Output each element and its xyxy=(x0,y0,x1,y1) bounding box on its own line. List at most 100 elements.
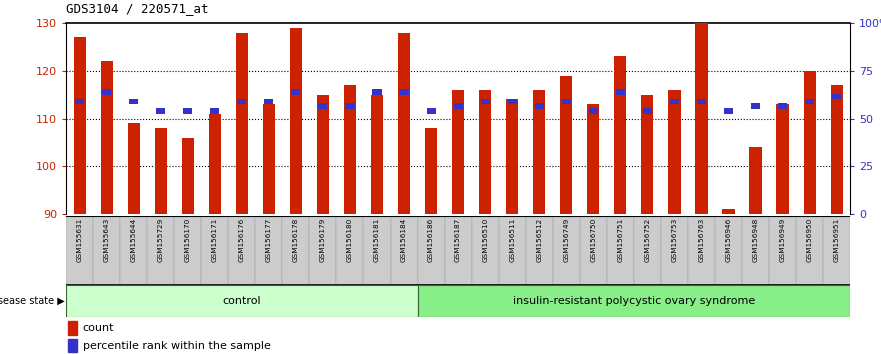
Bar xyxy=(237,98,247,104)
Bar xyxy=(255,216,283,285)
Text: GSM155644: GSM155644 xyxy=(130,218,137,262)
Bar xyxy=(155,128,167,214)
Text: GSM156186: GSM156186 xyxy=(428,218,434,262)
Bar xyxy=(292,89,300,95)
Bar xyxy=(68,321,77,335)
Bar xyxy=(588,104,599,214)
Bar xyxy=(805,98,814,104)
Text: GSM156752: GSM156752 xyxy=(644,218,650,262)
Text: GSM156171: GSM156171 xyxy=(211,218,218,262)
Bar xyxy=(364,216,390,285)
Bar xyxy=(201,216,228,285)
Bar xyxy=(236,33,248,214)
Bar xyxy=(66,285,418,317)
Bar xyxy=(398,33,411,214)
Text: GSM156179: GSM156179 xyxy=(320,218,326,262)
Bar xyxy=(390,216,418,285)
Bar xyxy=(641,95,654,214)
Bar xyxy=(102,89,111,95)
Bar xyxy=(633,216,661,285)
Text: count: count xyxy=(83,323,115,333)
Bar xyxy=(831,85,843,214)
Bar xyxy=(128,123,140,214)
Bar xyxy=(399,89,409,95)
Bar xyxy=(670,98,679,104)
Text: disease state ▶: disease state ▶ xyxy=(0,296,65,306)
Bar xyxy=(526,216,552,285)
Bar xyxy=(697,98,706,104)
Bar xyxy=(742,216,769,285)
Bar xyxy=(337,216,364,285)
Bar xyxy=(776,104,788,214)
Bar xyxy=(75,98,85,104)
Bar xyxy=(507,98,517,104)
Bar xyxy=(68,339,77,352)
Text: control: control xyxy=(223,296,261,306)
Bar xyxy=(174,216,201,285)
Text: GSM156949: GSM156949 xyxy=(780,218,786,262)
Text: GSM156751: GSM156751 xyxy=(618,218,624,262)
Bar xyxy=(750,147,761,214)
Bar xyxy=(290,28,302,214)
Text: GSM156176: GSM156176 xyxy=(239,218,245,262)
Bar xyxy=(66,216,93,285)
Text: GSM156950: GSM156950 xyxy=(807,218,812,262)
Bar xyxy=(73,37,85,214)
Bar xyxy=(533,90,545,214)
Bar xyxy=(100,61,113,214)
Bar xyxy=(418,285,850,317)
Text: insulin-resistant polycystic ovary syndrome: insulin-resistant polycystic ovary syndr… xyxy=(513,296,755,306)
Bar xyxy=(562,98,571,104)
Bar xyxy=(803,71,816,214)
Text: GSM156948: GSM156948 xyxy=(752,218,759,262)
Bar xyxy=(211,108,219,114)
Bar xyxy=(688,216,715,285)
Text: GSM155643: GSM155643 xyxy=(104,218,109,262)
Text: GSM155631: GSM155631 xyxy=(77,218,83,262)
Bar xyxy=(722,209,735,214)
Text: GSM156187: GSM156187 xyxy=(455,218,461,262)
Text: GSM156170: GSM156170 xyxy=(185,218,191,262)
Text: GSM156511: GSM156511 xyxy=(509,218,515,262)
Bar xyxy=(345,103,354,109)
Bar xyxy=(371,95,383,214)
Bar xyxy=(120,216,147,285)
Bar xyxy=(823,216,850,285)
Bar xyxy=(832,94,841,99)
Bar xyxy=(589,108,598,114)
Text: GSM156184: GSM156184 xyxy=(401,218,407,262)
Bar xyxy=(183,108,192,114)
Bar xyxy=(344,85,356,214)
Bar xyxy=(228,216,255,285)
Bar xyxy=(499,216,526,285)
Text: GSM156951: GSM156951 xyxy=(833,218,840,262)
Text: percentile rank within the sample: percentile rank within the sample xyxy=(83,341,270,350)
Bar xyxy=(317,95,329,214)
Bar xyxy=(283,216,309,285)
Bar xyxy=(309,216,337,285)
Bar xyxy=(643,108,652,114)
Bar xyxy=(209,114,221,214)
Bar xyxy=(426,108,435,114)
Bar xyxy=(778,103,787,109)
Bar xyxy=(560,75,573,214)
Bar xyxy=(796,216,823,285)
Bar xyxy=(418,216,445,285)
Bar xyxy=(614,56,626,214)
Text: GSM155729: GSM155729 xyxy=(158,218,164,262)
Text: GSM156177: GSM156177 xyxy=(266,218,272,262)
Bar xyxy=(373,89,381,95)
Text: GSM156946: GSM156946 xyxy=(725,218,731,262)
Bar xyxy=(471,216,499,285)
Bar xyxy=(452,90,464,214)
Bar xyxy=(769,216,796,285)
Text: GSM156749: GSM156749 xyxy=(563,218,569,262)
Bar xyxy=(454,103,463,109)
Bar xyxy=(481,98,490,104)
Bar xyxy=(263,104,275,214)
Bar xyxy=(130,98,138,104)
Text: GDS3104 / 220571_at: GDS3104 / 220571_at xyxy=(66,2,209,15)
Bar xyxy=(156,108,166,114)
Bar xyxy=(724,108,733,114)
Bar xyxy=(751,103,760,109)
